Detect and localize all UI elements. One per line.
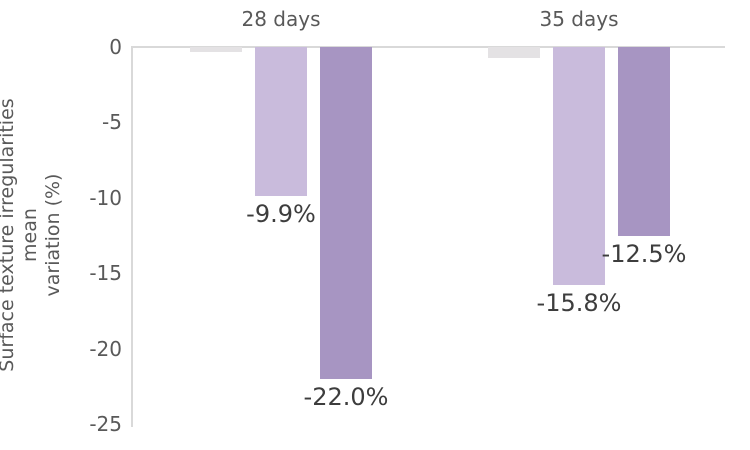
dark-purple-series-bar xyxy=(320,47,372,379)
bar-data-label: -12.5% xyxy=(601,239,687,268)
y-axis-title-line1: Surface texture irregularities mean xyxy=(0,98,41,372)
light-purple-series-bar xyxy=(553,47,605,286)
y-tick-label: -5 xyxy=(102,110,122,135)
category-label: 28 days xyxy=(241,7,321,31)
y-tick-label: -25 xyxy=(89,412,122,436)
y-tick-label: -20 xyxy=(89,336,122,361)
zero-baseline xyxy=(131,46,725,48)
bar-data-label: -15.8% xyxy=(536,289,622,318)
category-label: 35 days xyxy=(539,7,619,31)
bar-data-label: -9.9% xyxy=(246,200,316,229)
bar-data-label: -22.0% xyxy=(303,382,389,411)
dark-purple-series-bar xyxy=(618,47,670,236)
y-tick-label: -10 xyxy=(89,185,122,210)
y-axis-line xyxy=(131,46,133,427)
y-axis-title: Surface texture irregularities mean vari… xyxy=(0,70,64,400)
y-tick-label: -15 xyxy=(89,261,122,286)
gray-series-bar xyxy=(190,47,242,52)
gray-series-bar xyxy=(488,47,540,58)
light-purple-series-bar xyxy=(255,47,307,197)
y-tick-label: 0 xyxy=(109,35,122,59)
